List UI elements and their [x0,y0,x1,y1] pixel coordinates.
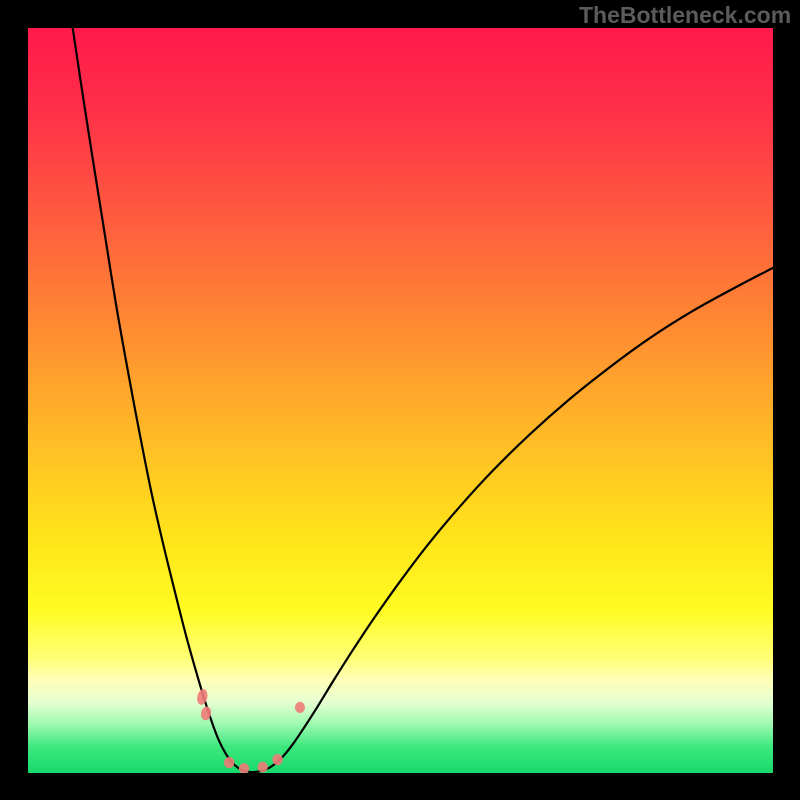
marker-dot [224,757,234,768]
gradient-background [28,28,773,773]
marker-dot [257,762,267,773]
stage: TheBottleneck.com [0,0,800,800]
marker-dot [272,754,282,765]
chart-plot [28,28,773,773]
chart-svg [28,28,773,773]
marker-dot [295,702,305,713]
watermark-text: TheBottleneck.com [579,2,791,29]
